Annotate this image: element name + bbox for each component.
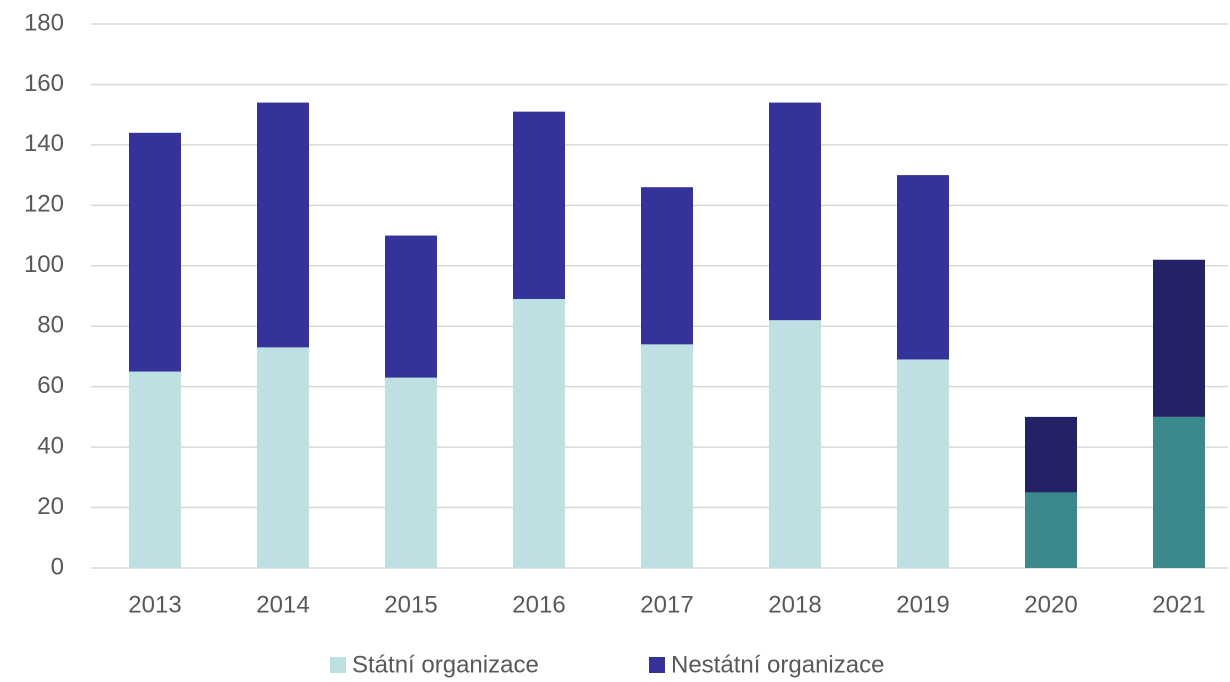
bar-segment	[897, 359, 949, 568]
y-tick-label: 120	[24, 191, 64, 218]
y-tick-label: 140	[24, 130, 64, 157]
x-tick-label: 2016	[512, 591, 565, 618]
bar-segment	[1025, 492, 1077, 568]
bar-segment	[769, 102, 821, 321]
legend-label: Státní organizace	[352, 651, 539, 678]
x-tick-label: 2020	[1024, 591, 1077, 618]
bar-segment	[257, 347, 309, 568]
bar-segment	[1025, 416, 1077, 493]
x-tick-label: 2015	[384, 591, 437, 618]
x-tick-label: 2013	[128, 591, 181, 618]
x-tick-label: 2018	[768, 591, 821, 618]
bar-segment	[897, 175, 949, 360]
y-tick-label: 80	[37, 312, 64, 339]
bar-segment	[513, 111, 565, 300]
bar-segment	[257, 102, 309, 348]
bar-segment	[385, 377, 437, 568]
y-tick-label: 0	[51, 553, 64, 580]
legend-label: Nestátní organizace	[671, 651, 884, 678]
x-tick-label: 2019	[896, 591, 949, 618]
y-tick-label: 40	[37, 432, 64, 459]
y-tick-label: 100	[24, 251, 64, 278]
legend-swatch	[649, 657, 665, 673]
bar-segment	[513, 299, 565, 568]
x-tick-label: 2014	[256, 591, 309, 618]
bar-segment	[641, 187, 693, 345]
bar-segment	[1153, 259, 1205, 417]
bar-segment	[641, 344, 693, 568]
bar-segment	[129, 371, 181, 568]
y-tick-label: 180	[24, 9, 64, 36]
y-tick-label: 60	[37, 372, 64, 399]
bar-segment	[385, 235, 437, 378]
bar-segment	[129, 132, 181, 372]
bar-segment	[1153, 416, 1205, 568]
legend-swatch	[330, 657, 346, 673]
y-tick-label: 20	[37, 493, 64, 520]
bar-segment	[769, 320, 821, 568]
y-tick-label: 160	[24, 70, 64, 97]
x-tick-label: 2017	[640, 591, 693, 618]
x-tick-label: 2021	[1152, 591, 1205, 618]
